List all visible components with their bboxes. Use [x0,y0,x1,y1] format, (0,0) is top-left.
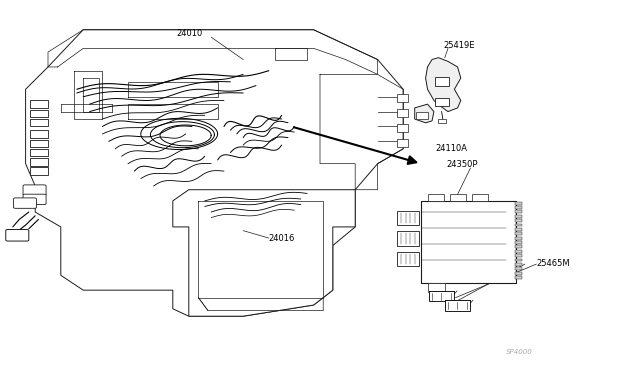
Polygon shape [26,30,403,316]
Bar [515,246,522,248]
FancyBboxPatch shape [429,291,454,301]
Text: 25419E: 25419E [444,41,475,49]
Bar [515,267,522,270]
Bar [515,241,522,244]
Bar [435,77,449,86]
FancyBboxPatch shape [30,110,48,117]
Bar [397,109,408,117]
Polygon shape [173,190,355,316]
Bar [515,202,522,205]
Bar [515,215,522,218]
Bar [515,219,522,222]
Bar [515,263,522,266]
FancyBboxPatch shape [30,167,48,175]
FancyBboxPatch shape [428,194,444,201]
FancyBboxPatch shape [30,119,48,126]
FancyBboxPatch shape [472,194,488,201]
FancyBboxPatch shape [30,100,48,108]
Text: 24110A: 24110A [435,144,467,153]
Text: SP4000: SP4000 [506,349,532,355]
Bar [397,139,408,147]
FancyBboxPatch shape [397,252,419,266]
Bar [397,94,408,102]
FancyBboxPatch shape [445,300,470,311]
Text: 25465M: 25465M [536,259,570,268]
FancyBboxPatch shape [13,198,36,208]
Bar [515,272,522,275]
FancyBboxPatch shape [397,211,419,225]
Bar [421,201,516,283]
Bar [435,98,449,106]
Text: 24016: 24016 [269,234,295,243]
Bar [515,232,522,235]
FancyBboxPatch shape [450,194,466,201]
Bar [515,211,522,214]
Polygon shape [426,58,461,112]
FancyBboxPatch shape [30,158,48,166]
Bar [397,124,408,132]
FancyBboxPatch shape [30,149,48,156]
FancyBboxPatch shape [6,230,29,241]
Bar [515,237,522,240]
FancyBboxPatch shape [30,140,48,147]
Bar [416,112,428,119]
Polygon shape [415,104,434,123]
Text: 24350P: 24350P [447,160,478,169]
Bar [515,250,522,253]
FancyBboxPatch shape [23,185,46,195]
FancyBboxPatch shape [30,130,48,138]
Bar [515,254,522,257]
Bar [515,228,522,231]
Bar [515,259,522,262]
Bar [515,206,522,209]
Text: 24010: 24010 [176,29,202,38]
FancyBboxPatch shape [397,231,419,246]
Bar [515,224,522,227]
FancyBboxPatch shape [23,194,46,205]
Bar [515,276,522,279]
Bar [428,283,445,292]
Bar [438,119,446,123]
